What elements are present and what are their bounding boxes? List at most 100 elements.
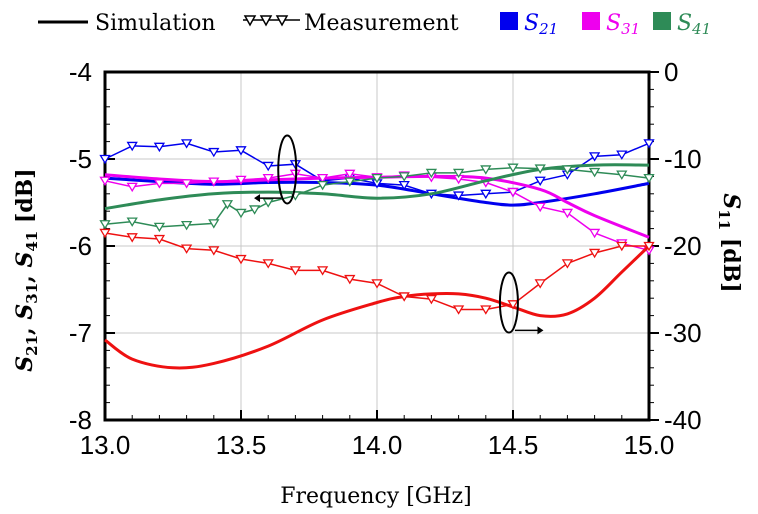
series-s41-measurement-marker-15	[452, 168, 465, 179]
y-right-s11-sub: 11	[715, 209, 733, 230]
x-tick-label-0: 13.0	[80, 430, 131, 460]
series-s11-measurement-marker-12	[425, 294, 438, 305]
series-s11-measurement-marker-7	[289, 266, 302, 276]
series-s21-measurement-marker-20	[643, 139, 655, 149]
series-s31-measurement-marker-3	[180, 179, 193, 189]
series-s31-measurement-marker-9	[344, 169, 356, 180]
legend-label-s31-subscript: 31	[621, 20, 640, 38]
y-left-s21-sub: 21	[23, 335, 41, 356]
series-s41-measurement-marker-19	[561, 165, 574, 175]
right-axis-indicator-arrow-head	[537, 326, 544, 335]
series-s41-measurement-marker-17	[507, 163, 519, 173]
y-left-tick-label-3: -7	[69, 318, 92, 348]
y-left-unit: [dB]	[12, 168, 38, 230]
series-s11-measurement-marker-13	[452, 305, 465, 315]
y-right-tick-label-1: -10	[664, 144, 702, 174]
legend-measurement-marker-2	[275, 15, 289, 27]
series-s21-measurement-marker-0	[99, 154, 111, 165]
series-s41-measurement-marker-18	[534, 164, 546, 174]
series-s41-measurement-marker-14	[425, 168, 438, 179]
legend-label-s21: S21	[524, 11, 558, 38]
series-s11-measurement-marker-17	[561, 259, 574, 269]
series-s11-measurement-marker-16	[534, 279, 546, 289]
y-left-tick-label-0: -4	[69, 57, 92, 87]
legend-measurement-marker-0	[243, 15, 257, 27]
series-s41-measurement-marker-11	[344, 177, 356, 187]
series-s21-measurement-marker-1	[126, 141, 138, 152]
series-s31-measurement-marker-18	[588, 228, 601, 239]
annotation-layer	[254, 134, 544, 335]
y-left-s31-sub: 31	[23, 283, 41, 304]
series-s11-measurement-marker-2	[153, 234, 166, 245]
series-s11-measurement-marker-19	[616, 241, 628, 252]
series-s11-measurement-marker-5	[235, 254, 247, 265]
series-s11-measurement-marker-10	[371, 279, 383, 289]
series-s11-simulation-line	[104, 244, 651, 370]
y-left-s31: S	[12, 304, 38, 320]
series-s41-measurement-marker-20	[588, 167, 601, 178]
series-s41-simulation-line	[104, 163, 650, 211]
legend-swatch-s21	[500, 12, 518, 30]
series-s11-measurement-marker-20	[643, 241, 655, 252]
series-s11-measurement-marker-0	[99, 228, 111, 239]
series-s41-measurement-marker-6	[235, 208, 247, 219]
legend-swatch-s31	[582, 12, 600, 30]
series-layer	[99, 139, 655, 370]
series-s21-measurement-marker-6	[262, 161, 274, 172]
legend-label-s31-letter: S	[606, 11, 621, 36]
grid-layer	[105, 72, 649, 420]
series-s31-measurement-marker-1	[126, 182, 138, 193]
y-right-unit: [dB]	[718, 230, 744, 292]
legend-swatch-s41	[653, 12, 671, 30]
y-left-comma-1: ,	[12, 320, 38, 335]
legend-label-s41-letter: S	[677, 11, 692, 36]
legend-simulation-label: Simulation	[95, 11, 216, 36]
series-s31-measurement-marker-15	[507, 187, 519, 198]
x-axis-title: Frequency [GHz]	[280, 484, 472, 509]
y-axis-title-left: S21, S31, S41 [dB]	[12, 168, 41, 371]
series-s41-measurement-marker-22	[643, 173, 655, 184]
series-s41-measurement-marker-13	[398, 172, 410, 182]
legend-label-s31: S31	[606, 11, 640, 38]
series-s21-measurement-marker-19	[616, 150, 628, 160]
y-right-tick-label-4: -40	[664, 405, 702, 435]
series-s11-measurement-marker-15	[507, 300, 519, 310]
y-right-tick-label-3: -30	[664, 318, 702, 348]
series-s31-measurement-marker-16	[534, 202, 546, 213]
y-right-tick-label-2: -20	[664, 231, 702, 261]
series-s11-measurement-marker-1	[126, 233, 138, 243]
series-s21-measurement-marker-3	[180, 139, 193, 149]
left-axis-indicator-ellipse	[277, 134, 298, 205]
series-s41-measurement-marker-0	[99, 220, 111, 230]
series-s31-measurement-marker-0	[99, 176, 111, 187]
y-left-tick-label-1: -5	[69, 144, 92, 174]
series-s41-measurement-marker-16	[480, 165, 492, 175]
series-s11-measurement-marker-3	[180, 244, 193, 254]
legend-label-s41: S41	[677, 11, 711, 38]
series-s21-measurement-marker-4	[208, 147, 220, 158]
series-s31-measurement-marker-4	[208, 177, 220, 187]
y-left-s21: S	[12, 356, 38, 372]
legend-label-s41-subscript: 41	[691, 20, 711, 38]
series-s31-measurement-marker-17	[561, 208, 574, 219]
legend-measurement-marker-1	[259, 15, 273, 27]
series-s31-measurement-marker-2	[153, 179, 166, 189]
y-left-s41-sub: 41	[23, 231, 41, 252]
series-s41-measurement-marker-3	[180, 220, 193, 231]
series-s41-measurement-marker-7	[248, 205, 261, 215]
series-s11-measurement-marker-4	[208, 246, 220, 256]
series-s21-measurement-marker-5	[235, 146, 247, 156]
x-tick-label-2: 14.0	[352, 430, 403, 460]
x-tick-label-3: 14.5	[488, 430, 539, 460]
x-tick-label-1: 13.5	[216, 430, 267, 460]
series-s41-measurement-marker-10	[316, 180, 329, 191]
series-s41-measurement-marker-1	[126, 217, 138, 227]
series-s11-measurement-marker-9	[344, 274, 356, 285]
legend-measurement-label: Measurement	[304, 11, 459, 36]
right-axis-indicator-ellipse	[498, 271, 519, 334]
y-axis-title-right: S11 [dB]	[715, 193, 744, 292]
series-s41-measurement-marker-8	[262, 198, 274, 208]
series-s41-measurement-marker-12	[371, 173, 383, 184]
series-s11-measurement-marker-14	[480, 305, 492, 315]
y-right-tick-label-0: 0	[664, 57, 678, 87]
